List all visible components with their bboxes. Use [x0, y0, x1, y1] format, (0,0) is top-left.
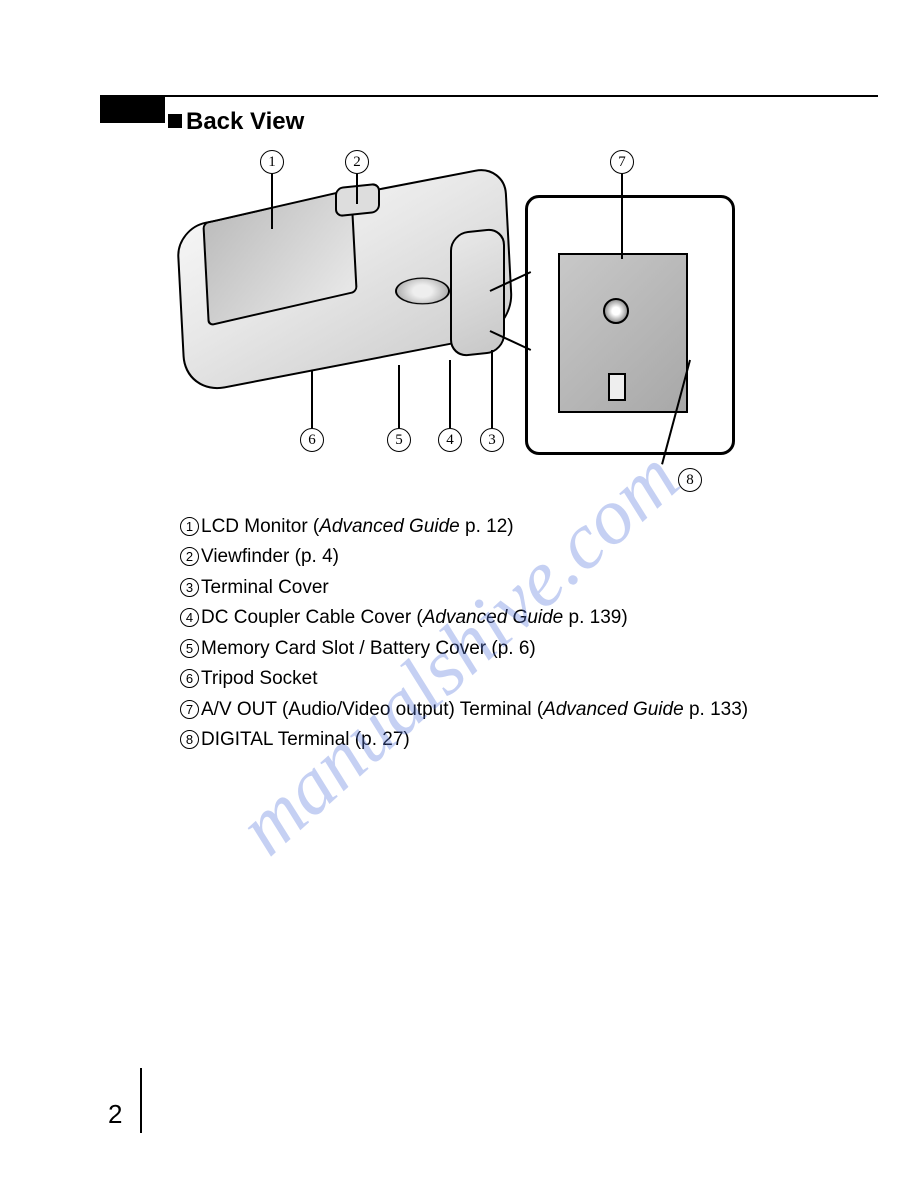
callout-line	[621, 174, 623, 259]
heading-text: Back View	[186, 108, 304, 135]
page-number: 2	[108, 1099, 122, 1130]
manual-page: Back View 1 2 7 6 5 4 3 8	[0, 0, 918, 1188]
callout-4: 4	[438, 428, 462, 452]
item-text: Terminal Cover	[201, 577, 329, 598]
section-heading: Back View	[168, 108, 304, 136]
callout-8: 8	[678, 468, 702, 492]
list-item: 5Memory Card Slot / Battery Cover (p. 6)	[180, 634, 838, 663]
item-text: LCD Monitor (	[201, 516, 319, 537]
list-item: 4DC Coupler Cable Cover (Advanced Guide …	[180, 603, 838, 632]
callout-7: 7	[610, 150, 634, 174]
item-text: p. 133)	[684, 699, 748, 720]
list-item: 7A/V OUT (Audio/Video output) Terminal (…	[180, 695, 838, 724]
item-number: 6	[180, 669, 199, 688]
item-number: 5	[180, 639, 199, 658]
item-text: Tripod Socket	[201, 668, 318, 689]
callout-5: 5	[387, 428, 411, 452]
item-text: Viewfinder (p. 4)	[201, 546, 339, 567]
parts-list: 1LCD Monitor (Advanced Guide p. 12) 2Vie…	[180, 512, 838, 756]
camera-grip-icon	[450, 227, 505, 358]
list-item: 8DIGITAL Terminal (p. 27)	[180, 725, 838, 754]
page-number-rule	[140, 1068, 142, 1133]
item-number: 7	[180, 700, 199, 719]
item-ref: Advanced Guide	[543, 699, 684, 720]
section-tab	[100, 97, 165, 123]
item-text: Memory Card Slot / Battery Cover (p. 6)	[201, 638, 536, 659]
list-item: 2Viewfinder (p. 4)	[180, 542, 838, 571]
callout-line	[398, 365, 400, 428]
callout-line	[449, 360, 451, 428]
item-number: 8	[180, 730, 199, 749]
callout-line	[311, 370, 313, 428]
callout-2: 2	[345, 150, 369, 174]
callout-line	[271, 174, 273, 229]
digital-port-icon	[608, 373, 626, 401]
top-rule	[100, 95, 878, 97]
av-out-port-icon	[603, 298, 629, 324]
item-ref: Advanced Guide	[423, 607, 564, 628]
item-text: p. 139)	[563, 607, 627, 628]
bullet-square-icon	[168, 114, 182, 128]
item-number: 2	[180, 547, 199, 566]
item-text: DIGITAL Terminal (p. 27)	[201, 729, 410, 750]
item-text: DC Coupler Cable Cover (	[201, 607, 423, 628]
item-text: A/V OUT (Audio/Video output) Terminal (	[201, 699, 543, 720]
callout-1: 1	[260, 150, 284, 174]
callout-6: 6	[300, 428, 324, 452]
back-view-diagram: 1 2 7 6 5 4 3 8	[180, 150, 740, 480]
list-item: 3Terminal Cover	[180, 573, 838, 602]
list-item: 6Tripod Socket	[180, 664, 838, 693]
callout-line	[491, 350, 493, 428]
list-item: 1LCD Monitor (Advanced Guide p. 12)	[180, 512, 838, 541]
item-text: p. 12)	[460, 516, 514, 537]
item-number: 4	[180, 608, 199, 627]
callout-line	[356, 174, 358, 204]
terminal-detail-box	[525, 195, 735, 455]
item-number: 3	[180, 578, 199, 597]
callout-3: 3	[480, 428, 504, 452]
control-dial-icon	[395, 278, 450, 305]
item-ref: Advanced Guide	[319, 516, 460, 537]
item-number: 1	[180, 517, 199, 536]
